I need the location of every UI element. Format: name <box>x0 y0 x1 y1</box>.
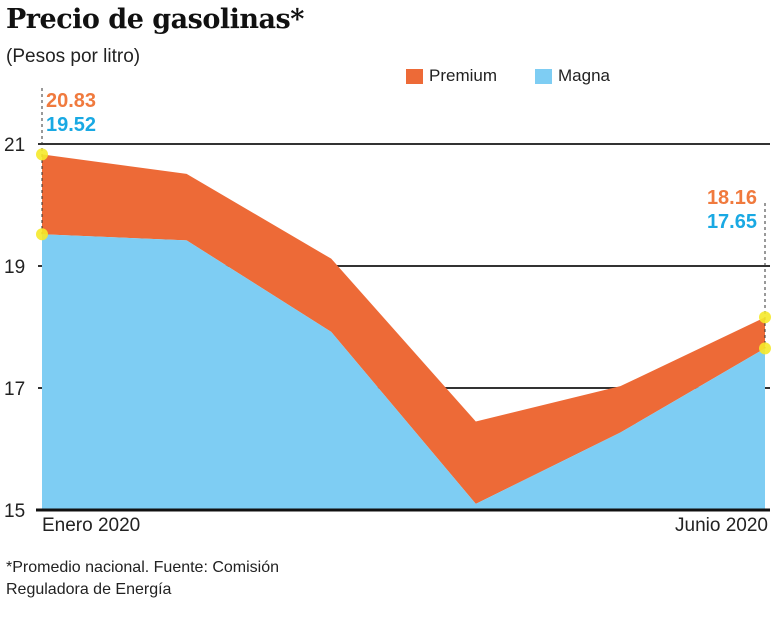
data-point-magna-0 <box>36 228 48 241</box>
legend-label-premium: Premium <box>429 66 498 85</box>
legend-label-magna: Magna <box>558 66 610 85</box>
legend-item-premium: Premium <box>406 66 497 86</box>
legend-swatch-premium <box>406 68 423 84</box>
y-tick-label-21: 21 <box>4 135 25 156</box>
y-tick-label-17: 17 <box>4 379 25 400</box>
x-tick-label-end: Junio 2020 <box>675 515 768 536</box>
label-premium-start: 20.83 <box>46 90 96 112</box>
label-magna-start: 19.52 <box>46 114 96 136</box>
footnote-line-1: *Promedio nacional. Fuente: Comisión <box>6 559 280 576</box>
footnote: *Promedio nacional. Fuente: Comisión Reg… <box>6 557 279 601</box>
x-tick-label-start: Enero 2020 <box>42 515 140 536</box>
data-point-premium-0 <box>36 148 48 161</box>
area-premium <box>42 154 765 504</box>
y-tick-label-15: 15 <box>4 501 25 522</box>
label-premium-end: 18.16 <box>707 187 757 209</box>
legend-item-magna: Magna <box>535 66 610 86</box>
data-point-premium-5 <box>759 311 771 324</box>
label-magna-end: 17.65 <box>707 211 757 233</box>
chart-subtitle: (Pesos por litro) <box>6 46 141 67</box>
y-tick-label-19: 19 <box>4 257 25 278</box>
data-point-magna-5 <box>759 342 771 355</box>
area-magna <box>42 234 765 510</box>
legend-swatch-magna <box>535 68 552 84</box>
chart-title: Precio de gasolinas* <box>6 4 304 35</box>
footnote-line-2: Reguladora de Energía <box>6 581 172 598</box>
